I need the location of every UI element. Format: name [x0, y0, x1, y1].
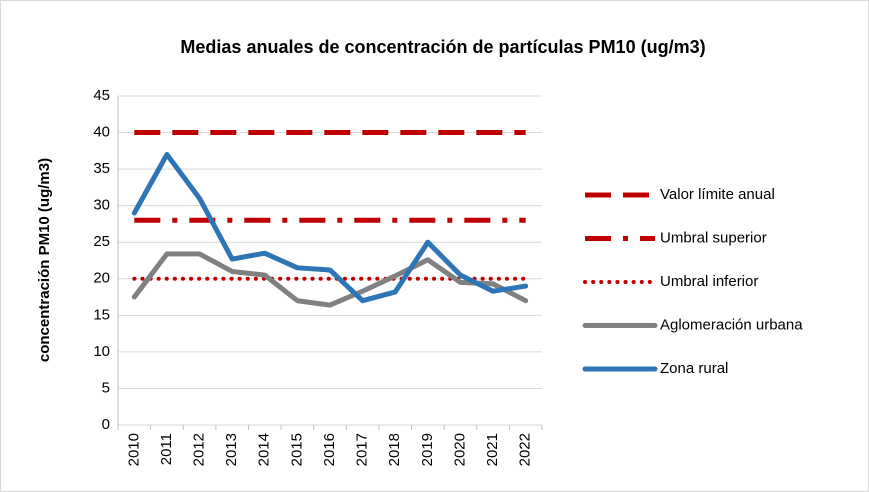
legend-label: Zona rural [660, 360, 728, 377]
y-tick-label: 0 [102, 416, 110, 433]
legend-label: Valor límite anual [660, 186, 775, 203]
y-tick-label: 10 [93, 343, 110, 360]
y-tick-label: 40 [93, 124, 110, 141]
y-tick-label: 30 [93, 197, 110, 214]
x-tick-label: 2016 [321, 433, 338, 466]
x-tick-label: 2022 [517, 433, 534, 466]
y-tick-label: 35 [93, 160, 110, 177]
legend-label: Aglomeración urbana [660, 316, 803, 333]
y-tick-label: 45 [93, 87, 110, 104]
x-tick-label: 2017 [354, 433, 371, 466]
chart-title: Medias anuales de concentración de partí… [180, 37, 705, 57]
y-tick-label: 15 [93, 306, 110, 323]
x-tick-label: 2013 [223, 433, 240, 466]
x-tick-label: 2020 [451, 433, 468, 466]
y-tick-label: 5 [102, 379, 110, 396]
x-tick-label: 2012 [191, 433, 208, 466]
x-tick-label: 2015 [288, 433, 305, 466]
y-axis-label: concentración PM10 (ug/m3) [36, 158, 53, 362]
y-tick-label: 25 [93, 233, 110, 250]
x-tick-label: 2021 [484, 433, 501, 466]
series-line [131, 251, 529, 308]
x-tick-label: 2018 [386, 433, 403, 466]
legend-label: Umbral inferior [660, 273, 758, 290]
legend-label: Umbral superior [660, 229, 767, 246]
x-tick-label: 2014 [256, 433, 273, 466]
series-line [131, 151, 529, 304]
y-tick-label: 20 [93, 270, 110, 287]
x-tick-label: 2019 [419, 433, 436, 466]
x-tick-label: 2011 [158, 433, 175, 465]
x-tick-label: 2010 [125, 433, 142, 466]
